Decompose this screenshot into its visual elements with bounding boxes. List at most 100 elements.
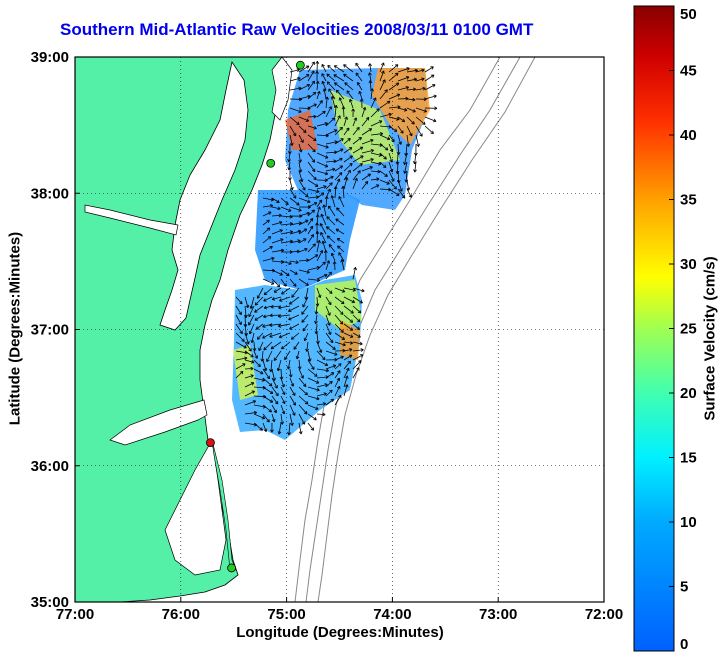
velocity-arrow-head <box>262 324 266 328</box>
velocity-arrow-head <box>335 89 340 94</box>
velocity-arrow <box>244 390 255 397</box>
velocity-arrow <box>288 305 300 312</box>
velocity-arrow-head <box>322 412 326 417</box>
velocity-arrow <box>388 72 399 82</box>
velocity-arrow-head <box>314 373 318 377</box>
velocity-arrow <box>316 384 328 388</box>
velocity-arrow <box>321 73 327 82</box>
velocity-arrow-head <box>307 199 311 204</box>
velocity-arrow-head <box>416 143 420 147</box>
velocity-arrow <box>406 88 416 91</box>
velocity-arrow <box>262 404 272 413</box>
velocity-arrow-head <box>359 300 363 304</box>
velocity-arrow <box>298 395 309 405</box>
velocity-arrow-head <box>370 138 374 143</box>
velocity-arrow-head <box>353 117 358 121</box>
velocity-arrow-head <box>258 347 262 351</box>
velocity-arrow-head <box>326 81 331 85</box>
velocity-arrow <box>334 172 343 181</box>
velocity-arrow-head <box>300 375 304 379</box>
velocity-arrow <box>280 368 283 380</box>
velocity-arrow-head <box>283 283 287 287</box>
velocity-arrow-head <box>273 409 277 414</box>
velocity-arrow-head <box>306 270 310 274</box>
velocity-arrow-head <box>378 153 383 157</box>
velocity-arrow-head <box>286 366 291 370</box>
velocity-arrow-head <box>314 254 319 258</box>
velocity-arrow-head <box>325 96 329 100</box>
velocity-arrow-head <box>262 335 266 339</box>
velocity-arrow-head <box>341 106 346 110</box>
velocity-arrow-head <box>339 157 343 162</box>
velocity-arrow-head <box>324 273 328 278</box>
velocity-arrow-head <box>327 322 331 326</box>
velocity-arrow <box>336 238 345 244</box>
velocity-arrow-head <box>337 370 341 374</box>
chesapeake-bay <box>159 60 249 331</box>
velocity-arrow-head <box>328 106 332 110</box>
velocity-arrow-head <box>314 311 319 315</box>
velocity-arrow-head <box>381 62 385 66</box>
velocity-arrow <box>298 404 308 415</box>
velocity-arrow-head <box>357 334 361 338</box>
velocity-arrow <box>397 170 400 183</box>
station-markers <box>206 60 305 573</box>
velocity-arrow-head <box>250 366 254 371</box>
velocity-arrow-head <box>338 172 343 176</box>
velocity-arrow <box>262 211 272 217</box>
velocity-arrow-head <box>322 204 326 208</box>
velocity-arrow-head <box>254 309 258 313</box>
colorbar-tick-label: 30 <box>680 256 697 273</box>
velocity-arrow <box>349 99 354 109</box>
velocity-arrow <box>298 65 310 73</box>
velocity-arrow <box>415 116 426 125</box>
velocity-arrow <box>298 238 307 244</box>
velocity-arrow <box>388 125 398 132</box>
velocity-arrow-head <box>317 294 322 298</box>
velocity-arrow <box>316 368 329 372</box>
velocity-arrow <box>315 305 318 315</box>
velocity-arrow-head <box>354 177 358 182</box>
velocity-arrow <box>424 74 435 82</box>
velocity-arrow-head <box>300 139 304 143</box>
velocity-arrow <box>262 236 272 244</box>
velocity-arrow <box>244 332 249 345</box>
colorbar-tick-labels: 0 5 10 15 20 25 30 35 40 45 50 <box>669 5 697 653</box>
velocity-arrow-head <box>306 83 311 88</box>
velocity-arrow <box>307 91 316 100</box>
velocity-arrow <box>271 368 276 381</box>
velocity-arrow <box>289 179 293 190</box>
velocity-arrow-head <box>368 72 372 76</box>
velocity-arrow <box>302 296 309 308</box>
velocity-arrow <box>244 296 249 308</box>
velocity-arrow-head <box>432 84 436 88</box>
velocity-arrow <box>262 368 270 379</box>
velocity-arrow <box>289 197 300 206</box>
velocity-arrow <box>343 116 348 127</box>
velocity-arrow-head <box>275 392 279 397</box>
velocity-arrow <box>261 350 264 362</box>
velocity-arrow <box>235 357 248 361</box>
velocity-arrow-head <box>317 240 321 244</box>
velocity-arrow-head <box>301 421 306 425</box>
velocity-arrow-head <box>238 321 242 325</box>
velocity-arrow <box>352 296 363 304</box>
velocity-arrow <box>316 287 321 298</box>
velocity-arrow <box>278 305 291 309</box>
velocity-arrow-head <box>360 348 364 352</box>
velocity-arrow <box>298 228 308 235</box>
velocity-arrow <box>280 197 289 205</box>
velocity-arrow-head <box>298 431 303 435</box>
velocity-arrow-head <box>355 62 359 67</box>
velocity-arrow <box>327 65 336 73</box>
velocity-arrow-head <box>268 211 272 215</box>
velocity-arrow <box>397 188 406 199</box>
velocity-arrow-head <box>295 355 300 360</box>
velocity-arrow-head <box>244 356 248 361</box>
velocity-arrow <box>388 170 395 182</box>
velocity-arrow-head <box>330 372 335 376</box>
velocity-arrow <box>361 139 374 145</box>
velocity-arrow-head <box>273 357 278 361</box>
velocity-arrow-head <box>293 283 297 287</box>
